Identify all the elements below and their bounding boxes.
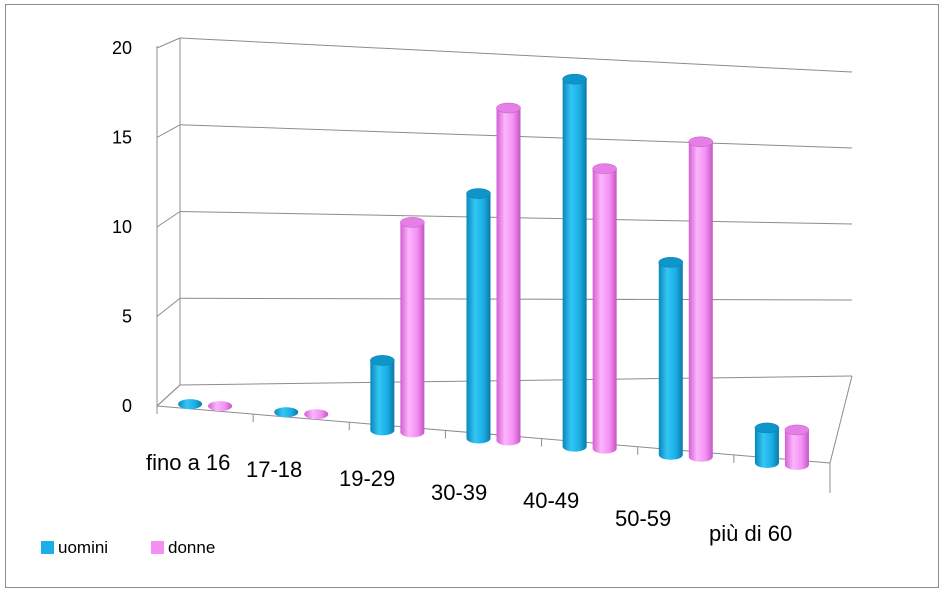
y-tick-label: 0 bbox=[122, 396, 132, 416]
bar-uomini bbox=[754, 422, 780, 468]
x-tick-label: 30-39 bbox=[431, 480, 487, 505]
bar-zero-cap bbox=[178, 399, 203, 410]
legend: uomini donne bbox=[41, 538, 215, 557]
bar-donne bbox=[400, 217, 425, 438]
bar-uomini bbox=[274, 407, 299, 418]
x-axis-line bbox=[156, 405, 831, 464]
bar-body bbox=[754, 427, 779, 468]
legend-swatch-uomini bbox=[41, 541, 54, 554]
bar-zero-cap bbox=[208, 401, 233, 412]
y-tick-label: 10 bbox=[112, 217, 132, 237]
bar-top bbox=[754, 422, 780, 434]
legend-label-donne: donne bbox=[168, 538, 215, 557]
bar-donne bbox=[688, 136, 714, 462]
bar-top bbox=[784, 424, 810, 436]
x-tick-label: 17-18 bbox=[246, 457, 302, 482]
bar-body bbox=[592, 168, 617, 454]
y-tick-label: 20 bbox=[112, 38, 132, 58]
legend-label-uomini: uomini bbox=[58, 538, 108, 557]
bar-top bbox=[496, 102, 521, 114]
gridline-side bbox=[156, 124, 181, 138]
x-tick-label: 50-59 bbox=[615, 506, 671, 531]
bar-body bbox=[400, 222, 425, 438]
bars-layer bbox=[178, 73, 810, 470]
floor-left-edge bbox=[156, 384, 181, 407]
y-tick-label: 5 bbox=[122, 307, 132, 327]
y-tick-label: 15 bbox=[112, 128, 132, 148]
floor-right-edge bbox=[829, 375, 853, 464]
bar-top bbox=[370, 355, 395, 366]
bar-top bbox=[658, 257, 684, 268]
legend-swatch-donne bbox=[151, 541, 164, 554]
bar-top bbox=[466, 188, 491, 199]
gridline-side bbox=[156, 297, 181, 317]
bar-top bbox=[592, 163, 617, 174]
bar-donne bbox=[784, 424, 810, 470]
bar-zero-cap bbox=[274, 407, 299, 418]
bar-top bbox=[688, 136, 714, 148]
x-tick-label: 40-49 bbox=[523, 488, 579, 513]
bar-uomini bbox=[562, 73, 587, 452]
x-tick-labels: fino a 16 17-18 19-29 30-39 40-49 50-59 più di… bbox=[146, 450, 792, 546]
bar-donne bbox=[208, 401, 233, 412]
bar-body bbox=[658, 262, 683, 460]
bar-body bbox=[562, 79, 587, 452]
gridline bbox=[179, 37, 853, 73]
bar-top bbox=[400, 217, 425, 228]
bar-zero-cap bbox=[304, 409, 329, 420]
bar-body bbox=[688, 141, 713, 462]
bar-uomini bbox=[466, 188, 491, 444]
x-tick-label: più di 60 bbox=[709, 521, 792, 546]
bar-donne bbox=[304, 409, 329, 420]
x-tick-label: 19-29 bbox=[339, 466, 395, 491]
y-tick-labels: 0 5 10 15 20 bbox=[112, 38, 132, 416]
gridline-side bbox=[156, 37, 181, 49]
bar-uomini bbox=[658, 257, 684, 460]
bar-body bbox=[496, 108, 521, 446]
bar-donne bbox=[592, 163, 617, 454]
x-tick-label: fino a 16 bbox=[146, 450, 230, 475]
bar-body bbox=[466, 193, 491, 444]
bar-donne bbox=[496, 102, 521, 446]
bar-uomini bbox=[178, 399, 203, 410]
bar-top bbox=[562, 73, 587, 85]
axis-layer bbox=[156, 38, 853, 493]
bar-body bbox=[370, 360, 395, 436]
gridline-side bbox=[156, 211, 181, 228]
bar-body bbox=[784, 429, 809, 470]
bar-uomini bbox=[370, 355, 395, 436]
